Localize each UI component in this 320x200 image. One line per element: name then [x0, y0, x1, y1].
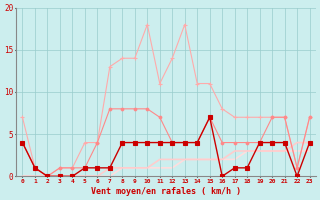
X-axis label: Vent moyen/en rafales ( km/h ): Vent moyen/en rafales ( km/h )	[91, 187, 241, 196]
